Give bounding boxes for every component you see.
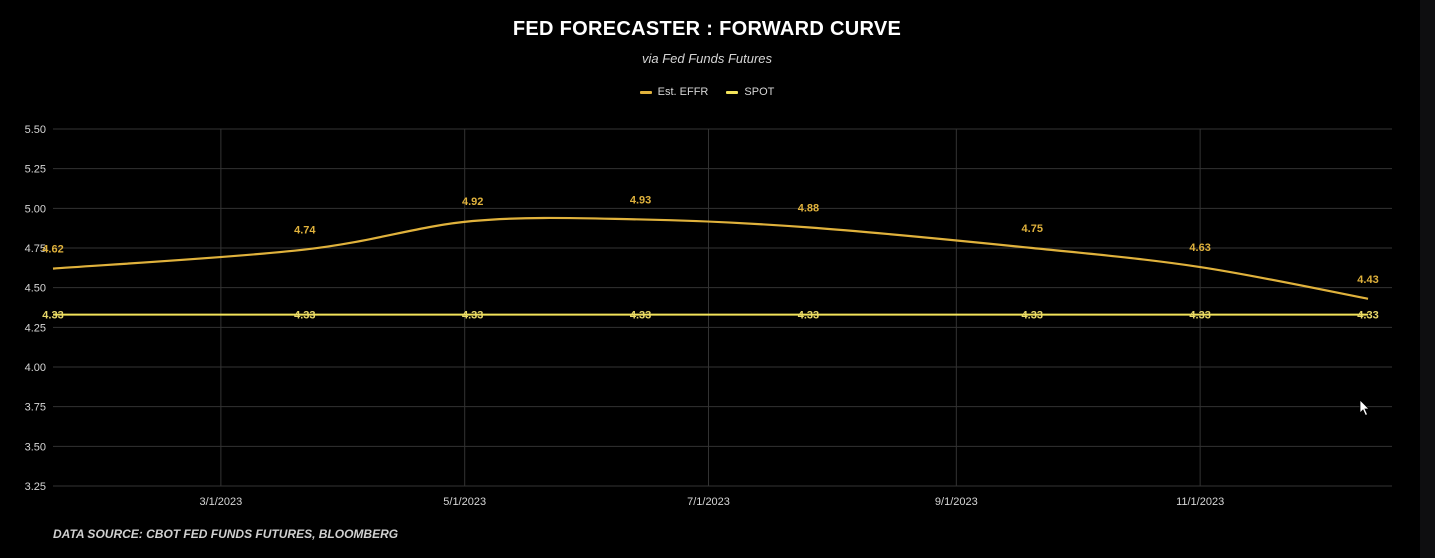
x-tick-label: 5/1/2023 bbox=[443, 496, 486, 508]
data-label-spot: 4.33 bbox=[1189, 310, 1210, 322]
series-line-est-effr bbox=[52, 216, 1369, 300]
data-label-spot: 4.33 bbox=[798, 310, 819, 322]
data-label-spot: 4.33 bbox=[1022, 310, 1043, 322]
x-tick-label: 3/1/2023 bbox=[199, 496, 242, 508]
data-label-spot: 4.33 bbox=[462, 310, 483, 322]
data-label-spot: 4.33 bbox=[42, 310, 63, 322]
y-tick-label: 4.25 bbox=[25, 322, 46, 334]
data-label-est-effr: 4.43 bbox=[1357, 274, 1378, 286]
data-label-est-effr: 4.63 bbox=[1189, 242, 1210, 254]
data-label-spot: 4.33 bbox=[294, 310, 315, 322]
y-tick-label: 5.25 bbox=[25, 164, 46, 176]
legend-swatch-spot bbox=[726, 90, 739, 94]
data-label-est-effr: 4.93 bbox=[630, 194, 651, 206]
data-label-est-effr: 4.75 bbox=[1022, 223, 1043, 235]
x-tick-label: 7/1/2023 bbox=[687, 496, 730, 508]
data-label-est-effr: 4.74 bbox=[294, 225, 316, 237]
window-edge bbox=[1420, 0, 1435, 558]
chart-title: FED FORECASTER : FORWARD CURVE bbox=[512, 18, 902, 40]
legend-label-est-effr: Est. EFFR bbox=[657, 86, 709, 98]
data-label-est-effr: 4.92 bbox=[462, 196, 483, 208]
y-tick-label: 3.25 bbox=[25, 481, 46, 493]
legend-swatch-est-effr bbox=[639, 90, 652, 94]
data-source-note: DATA SOURCE: CBOT FED FUNDS FUTURES, BLO… bbox=[53, 527, 399, 541]
y-tick-label: 4.75 bbox=[25, 243, 46, 255]
chart-subtitle: via Fed Funds Futures bbox=[641, 51, 773, 66]
data-label-spot: 4.33 bbox=[630, 310, 651, 322]
data-label-est-effr: 4.62 bbox=[42, 244, 63, 256]
legend-item-spot[interactable]: SPOT bbox=[726, 86, 774, 98]
legend-label-spot: SPOT bbox=[744, 86, 775, 98]
data-label-est-effr: 4.88 bbox=[798, 202, 819, 214]
legend: Est. EFFR SPOT bbox=[0, 86, 1414, 98]
legend-item-est-effr[interactable]: Est. EFFR bbox=[639, 86, 709, 98]
y-tick-label: 5.50 bbox=[25, 124, 46, 136]
y-tick-label: 4.50 bbox=[25, 283, 46, 295]
y-tick-label: 3.50 bbox=[25, 441, 46, 453]
x-tick-label: 11/1/2023 bbox=[1176, 496, 1224, 508]
y-tick-label: 4.00 bbox=[25, 362, 46, 374]
y-tick-label: 5.00 bbox=[25, 203, 46, 215]
y-tick-label: 3.75 bbox=[25, 402, 46, 414]
mouse-cursor-icon bbox=[1359, 399, 1370, 417]
x-tick-label: 9/1/2023 bbox=[935, 496, 978, 508]
data-label-spot: 4.33 bbox=[1357, 310, 1378, 322]
